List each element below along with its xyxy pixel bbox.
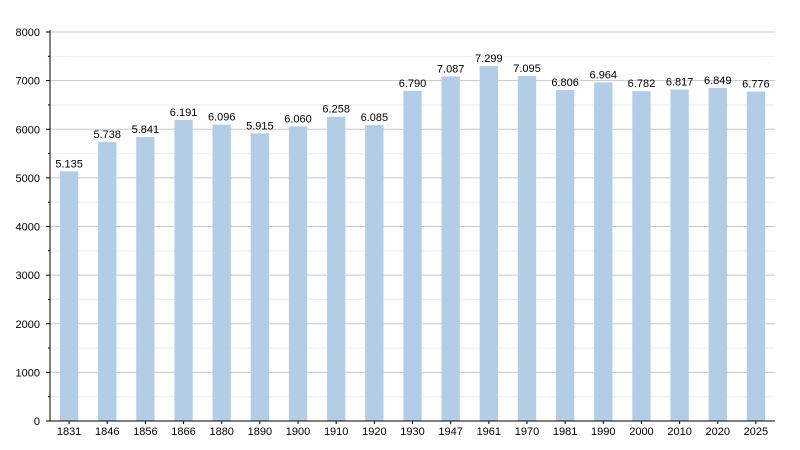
axes [46, 30, 775, 424]
data-label-2020: 6.849 [704, 75, 732, 87]
data-label-1890: 5.915 [246, 120, 274, 132]
bar-2025 [746, 91, 766, 422]
bar-1981 [555, 90, 575, 421]
labels: 5.135 1831 5.738 1846 5.841 1856 6.191 1866 6.09… [16, 27, 770, 438]
x-tick-label-1910: 1910 [324, 426, 348, 438]
x-tick-label-1846: 1846 [95, 426, 119, 438]
bar-1990 [594, 82, 613, 421]
bar-2000 [632, 91, 651, 421]
data-label-1846: 5.738 [93, 129, 121, 141]
x-tick-label-1866: 1866 [171, 426, 195, 438]
bars [59, 66, 766, 422]
bar-1900 [288, 126, 308, 421]
data-label-1910: 6.258 [322, 104, 350, 116]
bar-1910 [327, 116, 346, 421]
x-tick-label-1880: 1880 [209, 426, 233, 438]
bar-1880 [212, 124, 231, 421]
x-tick-label-1990: 1990 [591, 426, 615, 438]
bar-1831 [59, 171, 79, 421]
x-tick-label-2010: 2010 [667, 426, 691, 438]
data-label-1866: 6.191 [170, 107, 198, 119]
y-tick-label-3000: 3000 [16, 270, 40, 282]
data-label-2010: 6.817 [666, 77, 694, 89]
x-tick-label-1900: 1900 [286, 426, 310, 438]
bar-1970 [517, 76, 537, 421]
y-tick-label-5000: 5000 [16, 173, 40, 185]
y-tick-label-1000: 1000 [16, 367, 40, 379]
x-tick-label-1970: 1970 [515, 426, 539, 438]
bar-1920 [365, 125, 384, 422]
x-tick-label-2020: 2020 [706, 426, 730, 438]
data-label-1970: 7.095 [513, 63, 541, 75]
bar-1890 [250, 133, 270, 421]
bar-1846 [98, 141, 117, 422]
data-label-1981: 6.806 [551, 77, 579, 89]
data-label-1900: 6.060 [284, 113, 312, 125]
bar-1930 [403, 90, 422, 421]
data-label-1920: 6.085 [361, 112, 389, 124]
x-tick-label-1947: 1947 [438, 426, 462, 438]
x-tick-label-1961: 1961 [477, 426, 501, 438]
y-tick-label-0: 0 [34, 416, 40, 428]
data-label-1856: 5.841 [132, 124, 160, 136]
data-label-1961: 7.299 [475, 53, 503, 65]
x-tick-label-1890: 1890 [248, 426, 272, 438]
data-label-1831: 5.135 [55, 158, 83, 170]
x-tick-label-1930: 1930 [400, 426, 424, 438]
bar-2010 [670, 89, 689, 422]
bar-2020 [708, 87, 727, 421]
y-tick-label-8000: 8000 [16, 27, 40, 39]
data-label-2025: 6.776 [742, 79, 770, 91]
x-tick-label-2000: 2000 [629, 426, 653, 438]
y-tick-label-4000: 4000 [16, 222, 40, 234]
bar-1856 [136, 136, 155, 422]
y-tick-label-2000: 2000 [16, 319, 40, 331]
x-tick-label-1981: 1981 [553, 426, 577, 438]
bar-1866 [174, 119, 193, 422]
data-label-1947: 7.087 [437, 63, 465, 75]
y-tick-label-6000: 6000 [16, 124, 40, 136]
data-label-2000: 6.782 [628, 78, 656, 90]
x-tick-label-1831: 1831 [57, 426, 81, 438]
bar-1947 [441, 76, 460, 421]
data-label-1880: 6.096 [208, 112, 236, 124]
x-tick-label-2025: 2025 [744, 426, 768, 438]
y-tick-label-7000: 7000 [16, 76, 40, 88]
data-label-1930: 6.790 [399, 78, 427, 90]
x-tick-label-1856: 1856 [133, 426, 157, 438]
x-tick-label-1920: 1920 [362, 426, 386, 438]
data-label-1990: 6.964 [590, 69, 618, 81]
bar-1961 [479, 66, 498, 421]
